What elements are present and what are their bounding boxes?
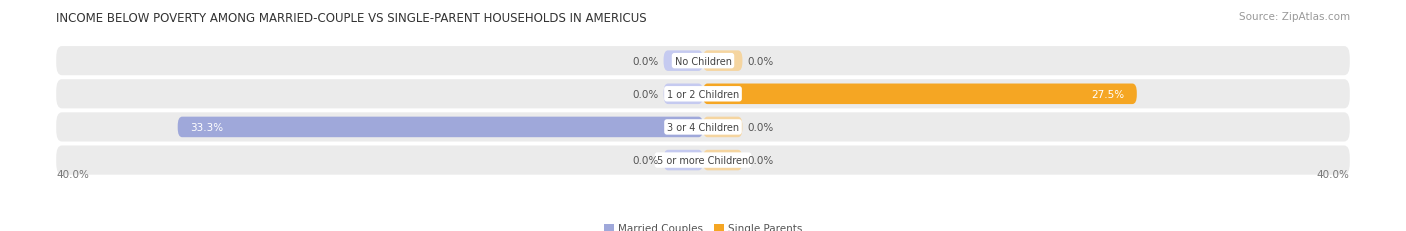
FancyBboxPatch shape — [56, 113, 1350, 142]
Legend: Married Couples, Single Parents: Married Couples, Single Parents — [603, 223, 803, 231]
FancyBboxPatch shape — [56, 80, 1350, 109]
Text: 27.5%: 27.5% — [1091, 89, 1125, 99]
Text: 0.0%: 0.0% — [633, 155, 659, 165]
Text: 0.0%: 0.0% — [633, 89, 659, 99]
FancyBboxPatch shape — [703, 51, 742, 72]
Text: 0.0%: 0.0% — [747, 56, 773, 66]
FancyBboxPatch shape — [703, 150, 742, 171]
FancyBboxPatch shape — [664, 150, 703, 171]
Text: 33.3%: 33.3% — [190, 122, 224, 132]
Text: 1 or 2 Children: 1 or 2 Children — [666, 89, 740, 99]
Text: 40.0%: 40.0% — [1317, 170, 1350, 179]
FancyBboxPatch shape — [177, 117, 703, 138]
Text: 0.0%: 0.0% — [747, 155, 773, 165]
FancyBboxPatch shape — [56, 146, 1350, 175]
FancyBboxPatch shape — [664, 51, 703, 72]
FancyBboxPatch shape — [664, 84, 703, 105]
FancyBboxPatch shape — [703, 84, 1137, 105]
Text: No Children: No Children — [675, 56, 731, 66]
Text: 0.0%: 0.0% — [747, 122, 773, 132]
Text: 0.0%: 0.0% — [633, 56, 659, 66]
Text: 3 or 4 Children: 3 or 4 Children — [666, 122, 740, 132]
Text: 5 or more Children: 5 or more Children — [658, 155, 748, 165]
Text: 40.0%: 40.0% — [56, 170, 89, 179]
Text: INCOME BELOW POVERTY AMONG MARRIED-COUPLE VS SINGLE-PARENT HOUSEHOLDS IN AMERICU: INCOME BELOW POVERTY AMONG MARRIED-COUPL… — [56, 12, 647, 24]
FancyBboxPatch shape — [703, 117, 742, 138]
Text: Source: ZipAtlas.com: Source: ZipAtlas.com — [1239, 12, 1350, 21]
FancyBboxPatch shape — [56, 47, 1350, 76]
